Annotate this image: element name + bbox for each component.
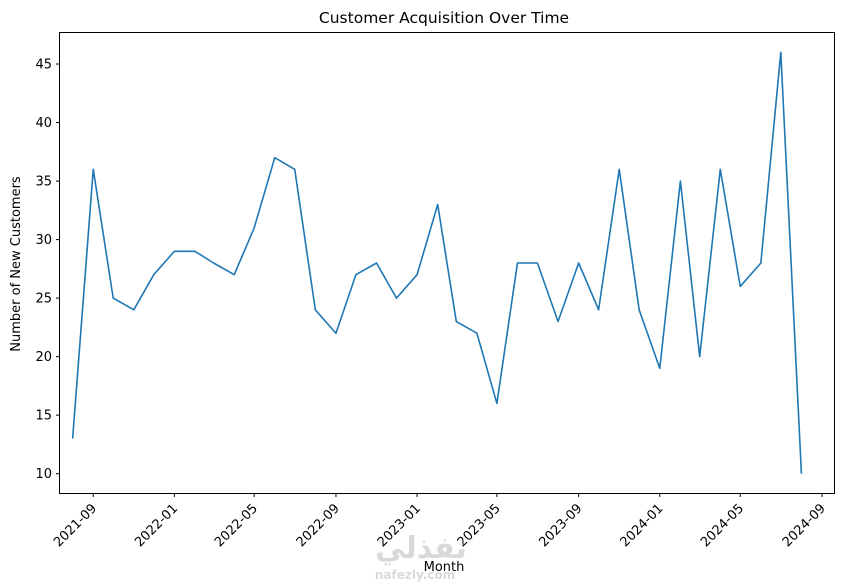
y-tick-label: 40 <box>35 116 52 131</box>
x-tick-label: 2023-09 <box>536 501 585 550</box>
x-tick-label: 2022-05 <box>212 501 261 550</box>
chart-title: Customer Acquisition Over Time <box>319 9 569 27</box>
x-axis-title: Month <box>424 560 465 575</box>
watermark: نفذلي nafezly.com <box>375 531 467 582</box>
series-line-0 <box>71 51 803 474</box>
y-axis: 10 15 20 25 30 35 40 45 <box>35 58 60 482</box>
y-tick-label: 45 <box>35 58 52 73</box>
y-axis-title: Number of New Customers <box>9 176 24 352</box>
plot-area <box>71 51 803 474</box>
y-tick-label: 25 <box>35 292 52 307</box>
x-tick-label: 2021-09 <box>51 501 100 550</box>
y-tick-label: 10 <box>35 467 52 482</box>
y-tick-label: 15 <box>35 409 52 424</box>
x-tick-label: 2022-09 <box>294 501 343 550</box>
x-tick-label: 2024-05 <box>698 501 747 550</box>
x-tick-label: 2024-09 <box>780 501 829 550</box>
x-tick-label: 2022-01 <box>132 501 181 550</box>
y-tick-label: 35 <box>35 175 52 190</box>
plot-frame <box>59 32 835 494</box>
y-tick-label: 30 <box>35 233 52 248</box>
x-tick-label: 2024-01 <box>618 501 667 550</box>
y-tick-label: 20 <box>35 350 52 365</box>
watermark-arabic: نفذلي <box>375 531 467 566</box>
watermark-latin: nafezly.com <box>375 568 455 582</box>
